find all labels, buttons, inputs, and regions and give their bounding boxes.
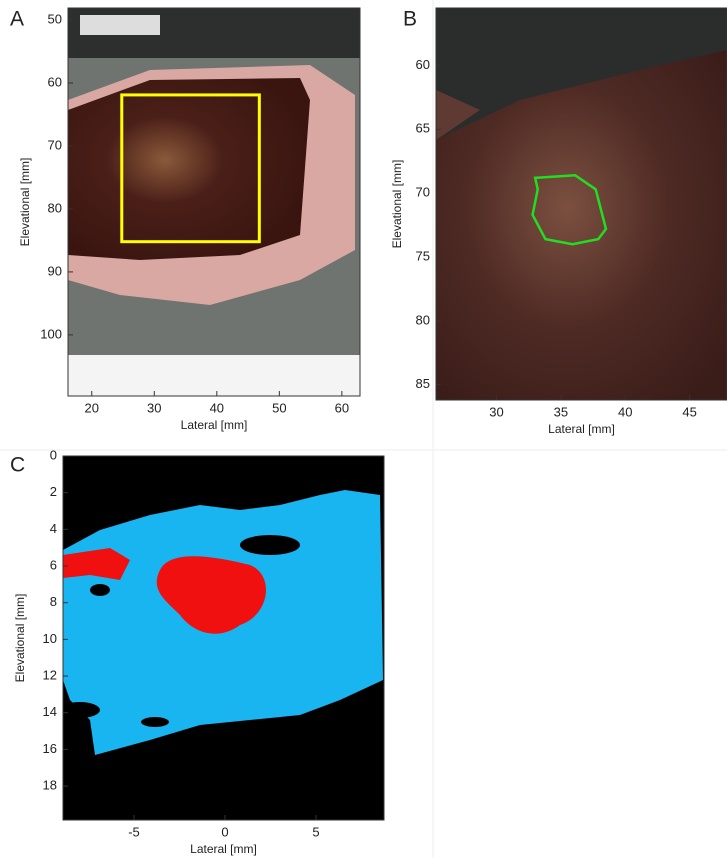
y-tick-label: 16 xyxy=(43,741,57,756)
y-tick-label: 14 xyxy=(43,704,57,719)
y-axis-label: Elevational [mm] xyxy=(390,160,404,249)
x-tick-label: 45 xyxy=(682,404,696,419)
y-axis-label: Elevational [mm] xyxy=(13,594,27,683)
figure: A B C 20304050605060708090100Lateral [mm… xyxy=(0,0,727,858)
y-tick-label: 18 xyxy=(43,778,57,793)
x-axis-label: Lateral [mm] xyxy=(181,418,248,432)
x-tick-label: 0 xyxy=(221,824,228,839)
y-tick-label: 80 xyxy=(48,200,62,215)
x-tick-label: 35 xyxy=(554,404,568,419)
photo-a xyxy=(68,8,360,396)
x-tick-label: 50 xyxy=(272,400,286,415)
panel-letter: C xyxy=(10,454,25,477)
map-c xyxy=(60,456,384,820)
y-tick-label: 60 xyxy=(416,57,430,72)
panel-letter: A xyxy=(10,8,24,31)
y-axis-label: Elevational [mm] xyxy=(18,158,32,247)
y-tick-label: 80 xyxy=(416,312,430,327)
x-tick-label: 20 xyxy=(85,400,99,415)
y-tick-label: 10 xyxy=(43,631,57,646)
x-tick-label: 5 xyxy=(312,824,319,839)
y-tick-label: 75 xyxy=(416,248,430,263)
x-tick-label: 40 xyxy=(210,400,224,415)
y-tick-label: 6 xyxy=(50,557,57,572)
panel-letter: B xyxy=(403,8,417,31)
x-tick-label: 40 xyxy=(618,404,632,419)
y-tick-label: 85 xyxy=(416,376,430,391)
x-tick-label: 30 xyxy=(147,400,161,415)
photo-b xyxy=(436,8,727,400)
y-tick-label: 0 xyxy=(50,447,57,462)
y-tick-label: 100 xyxy=(40,326,62,341)
y-tick-label: 2 xyxy=(50,484,57,499)
y-tick-label: 65 xyxy=(416,121,430,136)
x-tick-label: 30 xyxy=(489,404,503,419)
x-tick-label: 60 xyxy=(335,400,349,415)
y-tick-label: 8 xyxy=(50,594,57,609)
y-tick-label: 70 xyxy=(416,185,430,200)
x-tick-label: -5 xyxy=(128,824,140,839)
y-tick-label: 60 xyxy=(48,74,62,89)
y-tick-label: 70 xyxy=(48,137,62,152)
y-tick-label: 50 xyxy=(48,11,62,26)
y-tick-label: 4 xyxy=(50,521,57,536)
x-axis-label: Lateral [mm] xyxy=(190,842,257,856)
y-tick-label: 12 xyxy=(43,667,57,682)
x-axis-label: Lateral [mm] xyxy=(548,422,615,436)
y-tick-label: 90 xyxy=(48,263,62,278)
